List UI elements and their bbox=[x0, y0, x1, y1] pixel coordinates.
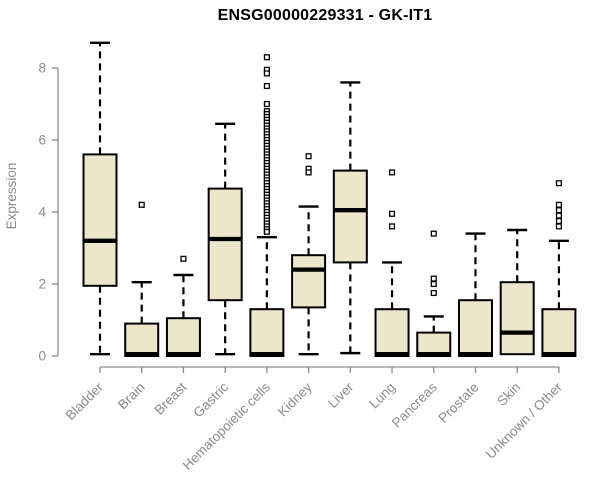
outlier-point-kidney bbox=[305, 169, 312, 176]
box-hematopoietic-cells bbox=[249, 308, 285, 358]
x-tick-label-lung: Lung bbox=[366, 380, 398, 412]
y-tick-label-4: 4 bbox=[38, 205, 46, 220]
outlier-point-brain bbox=[138, 201, 145, 208]
outlier-point-unknown-other bbox=[555, 201, 562, 208]
outlier-point-pancreas bbox=[430, 275, 437, 282]
x-tick-label-prostate: Prostate bbox=[435, 380, 481, 426]
x-tick-label-unknown-other: Unknown / Other bbox=[483, 379, 566, 462]
outlier-point-hematopoietic-cells bbox=[263, 100, 270, 108]
outlier-point-unknown-other bbox=[555, 207, 562, 214]
box-brain bbox=[124, 322, 160, 358]
x-tick-label-breast: Breast bbox=[151, 379, 189, 417]
x-tick-label-brain: Brain bbox=[115, 380, 148, 413]
x-tick-label-kidney: Kidney bbox=[275, 379, 315, 419]
chart-title: ENSG00000229331 - GK-IT1 bbox=[217, 7, 433, 24]
outlier-point-hematopoietic-cells bbox=[263, 82, 270, 90]
box-bladder bbox=[82, 153, 118, 287]
box-kidney bbox=[291, 254, 327, 309]
outlier-point-unknown-other bbox=[555, 217, 562, 225]
outlier-point-pancreas bbox=[430, 280, 437, 288]
outlier-point-unknown-other bbox=[555, 223, 562, 230]
outlier-point-pancreas bbox=[430, 230, 437, 237]
outlier-point-hematopoietic-cells bbox=[263, 70, 270, 77]
outlier-point-lung bbox=[388, 169, 396, 176]
y-axis-label: Expression bbox=[4, 162, 19, 230]
x-tick-label-gastric: Gastric bbox=[190, 379, 231, 420]
y-tick-label-8: 8 bbox=[38, 61, 46, 76]
y-tick-label-2: 2 bbox=[38, 277, 46, 292]
y-tick-label-0: 0 bbox=[38, 349, 46, 364]
x-tick-label-liver: Liver bbox=[325, 379, 357, 411]
outlier-point-hematopoietic-cells bbox=[263, 228, 270, 235]
outlier-point-unknown-other bbox=[555, 180, 562, 187]
box-breast bbox=[165, 317, 201, 358]
x-tick-label-bladder: Bladder bbox=[63, 379, 107, 423]
x-tick-label-pancreas: Pancreas bbox=[389, 379, 440, 430]
box-lung bbox=[374, 308, 410, 358]
box-prostate bbox=[457, 299, 493, 358]
outlier-point-kidney bbox=[305, 153, 312, 160]
outlier-point-lung bbox=[388, 210, 396, 217]
x-tick-label-skin: Skin bbox=[494, 380, 523, 409]
box-skin bbox=[499, 281, 535, 356]
box-gastric bbox=[207, 187, 243, 302]
outlier-point-unknown-other bbox=[555, 212, 562, 219]
box-liver bbox=[332, 169, 368, 264]
y-tick-label-6: 6 bbox=[38, 133, 46, 148]
outlier-point-breast bbox=[180, 255, 187, 262]
outlier-point-lung bbox=[388, 223, 396, 230]
box-unknown-other bbox=[541, 308, 577, 358]
outlier-point-pancreas bbox=[430, 289, 437, 297]
outlier-point-hematopoietic-cells bbox=[263, 54, 270, 61]
